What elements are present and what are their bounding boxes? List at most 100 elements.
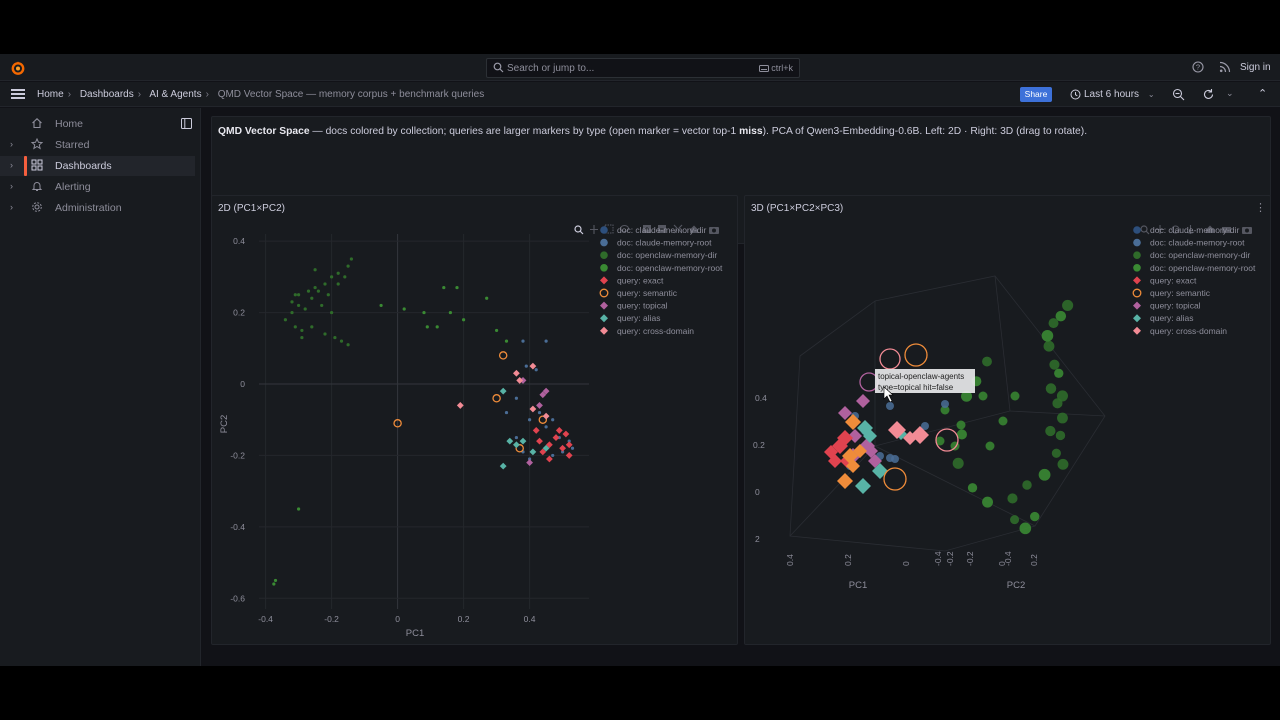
dock-menu-icon[interactable] [181, 118, 192, 129]
sidebar-item-dashboards[interactable]: › Dashboards [0, 156, 195, 176]
chevron-right-icon[interactable]: › [10, 139, 13, 149]
data-point [529, 362, 537, 370]
refresh-interval-chevron-icon[interactable]: ⌄ [1226, 88, 1234, 98]
data-point [837, 473, 853, 489]
autoscale-icon[interactable] [673, 224, 683, 234]
legend-item-label[interactable]: doc: openclaw-memory-root [1150, 263, 1256, 273]
orbit-rotation-icon[interactable] [1171, 225, 1180, 234]
legend-item-label[interactable]: doc: openclaw-memory-dir [617, 250, 717, 260]
lasso-select-icon[interactable] [620, 225, 629, 232]
breadcrumb-current: QMD Vector Space — memory corpus + bench… [217, 89, 485, 100]
legend-item-label[interactable]: doc: claude-memory-root [617, 238, 712, 248]
legend-item-label[interactable]: doc: claude-memory-root [1150, 238, 1245, 248]
sidebar-item-starred[interactable]: › Starred [0, 135, 195, 155]
legend-item-label[interactable]: query: semantic [1150, 288, 1211, 298]
sidebar-item-label: Dashboards [55, 160, 112, 172]
sign-in-link[interactable]: Sign in [1240, 62, 1271, 73]
panel-menu-icon[interactable]: ⋮ [1255, 202, 1266, 214]
refresh-icon[interactable] [1202, 88, 1215, 101]
search-icon [493, 62, 504, 73]
chevron-right-icon[interactable]: › [10, 181, 13, 191]
legend-item-label[interactable]: query: semantic [617, 288, 678, 298]
legend-item-label[interactable]: query: topical [617, 301, 668, 311]
chevron-right-icon[interactable]: › [10, 202, 13, 212]
data-point [539, 448, 547, 456]
legend-item-label[interactable]: query: exact [617, 275, 664, 285]
data-point [952, 457, 964, 469]
legend-item-label[interactable]: query: alias [617, 313, 660, 323]
breadcrumb-dashboards[interactable]: Dashboards [79, 89, 134, 100]
scatter-2d-chart[interactable]: -0.4 -0.2 0 0.2 0.4 0.4 0.2 0 -0.2 -0.4 -0.6 PC1 P… [212, 196, 737, 644]
reset-axes-home-icon[interactable] [690, 225, 698, 234]
time-range-picker[interactable]: Last 6 hours ⌄ [1070, 89, 1155, 100]
chevron-right-icon[interactable]: › [10, 160, 13, 170]
data-point [303, 307, 307, 311]
data-point [339, 339, 344, 343]
menu-toggle-icon[interactable] [11, 89, 25, 99]
y-axis-label: PC2 [219, 415, 230, 433]
data-point [1007, 493, 1018, 504]
data-point [323, 282, 327, 286]
pan-icon[interactable] [1156, 225, 1164, 234]
panel-2d-scatter[interactable]: 2D (PC1×PC2) -0.4 -0.2 0 0.2 0.4 0.4 0.2 0 -0.2-… [211, 195, 738, 645]
description-miss: miss [739, 126, 763, 137]
hover-tooltip: topical-openclaw-agents type=topical hit… [875, 369, 975, 393]
x-tick-label: -0.4 [1003, 551, 1013, 566]
reset-camera-home-icon[interactable] [1206, 225, 1214, 234]
panel-title: 2D (PC1×PC2) [218, 203, 285, 214]
data-point [1056, 390, 1068, 402]
zoom-out-icon[interactable] [1172, 88, 1185, 101]
data-point [297, 293, 301, 297]
data-point [891, 455, 899, 463]
legend-item-label[interactable]: doc: claude-memory-dir [617, 225, 706, 235]
data-point [495, 328, 499, 333]
data-point [570, 446, 575, 450]
breadcrumb-bar: Home › Dashboards › AI & Agents › QMD Vecto… [0, 82, 1280, 107]
data-point [455, 285, 459, 290]
panel-3d-scatter[interactable]: 3D (PC1×PC2×PC3) ⋮ 0.4 0.2 0 -0.2 -0.4 -0.4 -0… [744, 195, 1271, 645]
data-point [941, 400, 949, 408]
data-point [272, 582, 276, 586]
data-point [310, 296, 314, 300]
x-axis-label: PC1 [406, 628, 424, 639]
collapse-toolbar-chevron-up-icon[interactable]: ⌃ [1258, 88, 1268, 100]
breadcrumb-home[interactable]: Home [37, 89, 64, 100]
camera-icon[interactable] [1242, 227, 1252, 234]
data-point [555, 427, 563, 434]
legend-item-label[interactable]: doc: openclaw-memory-dir [1150, 250, 1250, 260]
breadcrumb-folder[interactable]: AI & Agents [149, 89, 202, 100]
search-input[interactable]: Search or jump to... ctrl+k [486, 58, 800, 78]
reset-camera-last-save-icon[interactable] [1222, 227, 1231, 233]
sidebar-item-alerting[interactable]: › Alerting [0, 177, 195, 197]
data-point [537, 410, 542, 415]
zoom-icon[interactable] [574, 225, 584, 235]
share-button[interactable]: Share [1020, 87, 1052, 102]
zoom-out-plot-icon[interactable] [658, 225, 666, 233]
legend-item-label[interactable]: query: topical [1150, 301, 1201, 311]
sidebar-item-label: Home [55, 118, 84, 130]
legend-item-label[interactable]: doc: openclaw-memory-root [617, 263, 723, 273]
data-point [1010, 515, 1020, 525]
sidebar-item-administration[interactable]: › Administration [0, 198, 195, 218]
legend-item-label[interactable]: query: exact [1150, 275, 1197, 285]
legend-item-label[interactable]: query: cross-domain [1150, 326, 1227, 336]
data-point [982, 496, 994, 508]
turntable-rotation-icon[interactable] [1186, 225, 1195, 234]
legend-item-label[interactable]: query: alias [1150, 313, 1193, 323]
legend-item-label[interactable]: doc: claude-memory-dir [1150, 225, 1239, 235]
grafana-logo-icon[interactable] [10, 60, 26, 76]
legend-item-label[interactable]: query: cross-domain [617, 326, 694, 336]
y-axis-label: PC2 [1007, 580, 1025, 591]
help-icon[interactable]: ? [1192, 61, 1204, 73]
sidebar-item-home[interactable]: Home [0, 114, 195, 134]
data-point [864, 444, 878, 458]
scatter-3d-chart[interactable]: 0.4 0.2 0 -0.2 -0.4-0.4 -0.2 0 0.20.40.202 PC1 … [745, 196, 1270, 644]
camera-icon[interactable] [709, 227, 719, 234]
pan-icon[interactable] [590, 225, 598, 234]
zoom-in-icon[interactable] [643, 225, 651, 233]
data-point [1062, 299, 1074, 311]
news-feed-icon[interactable] [1219, 61, 1231, 73]
plot-modebar [574, 224, 719, 235]
zoom-icon[interactable] [1140, 225, 1150, 235]
data-point [1038, 468, 1051, 481]
